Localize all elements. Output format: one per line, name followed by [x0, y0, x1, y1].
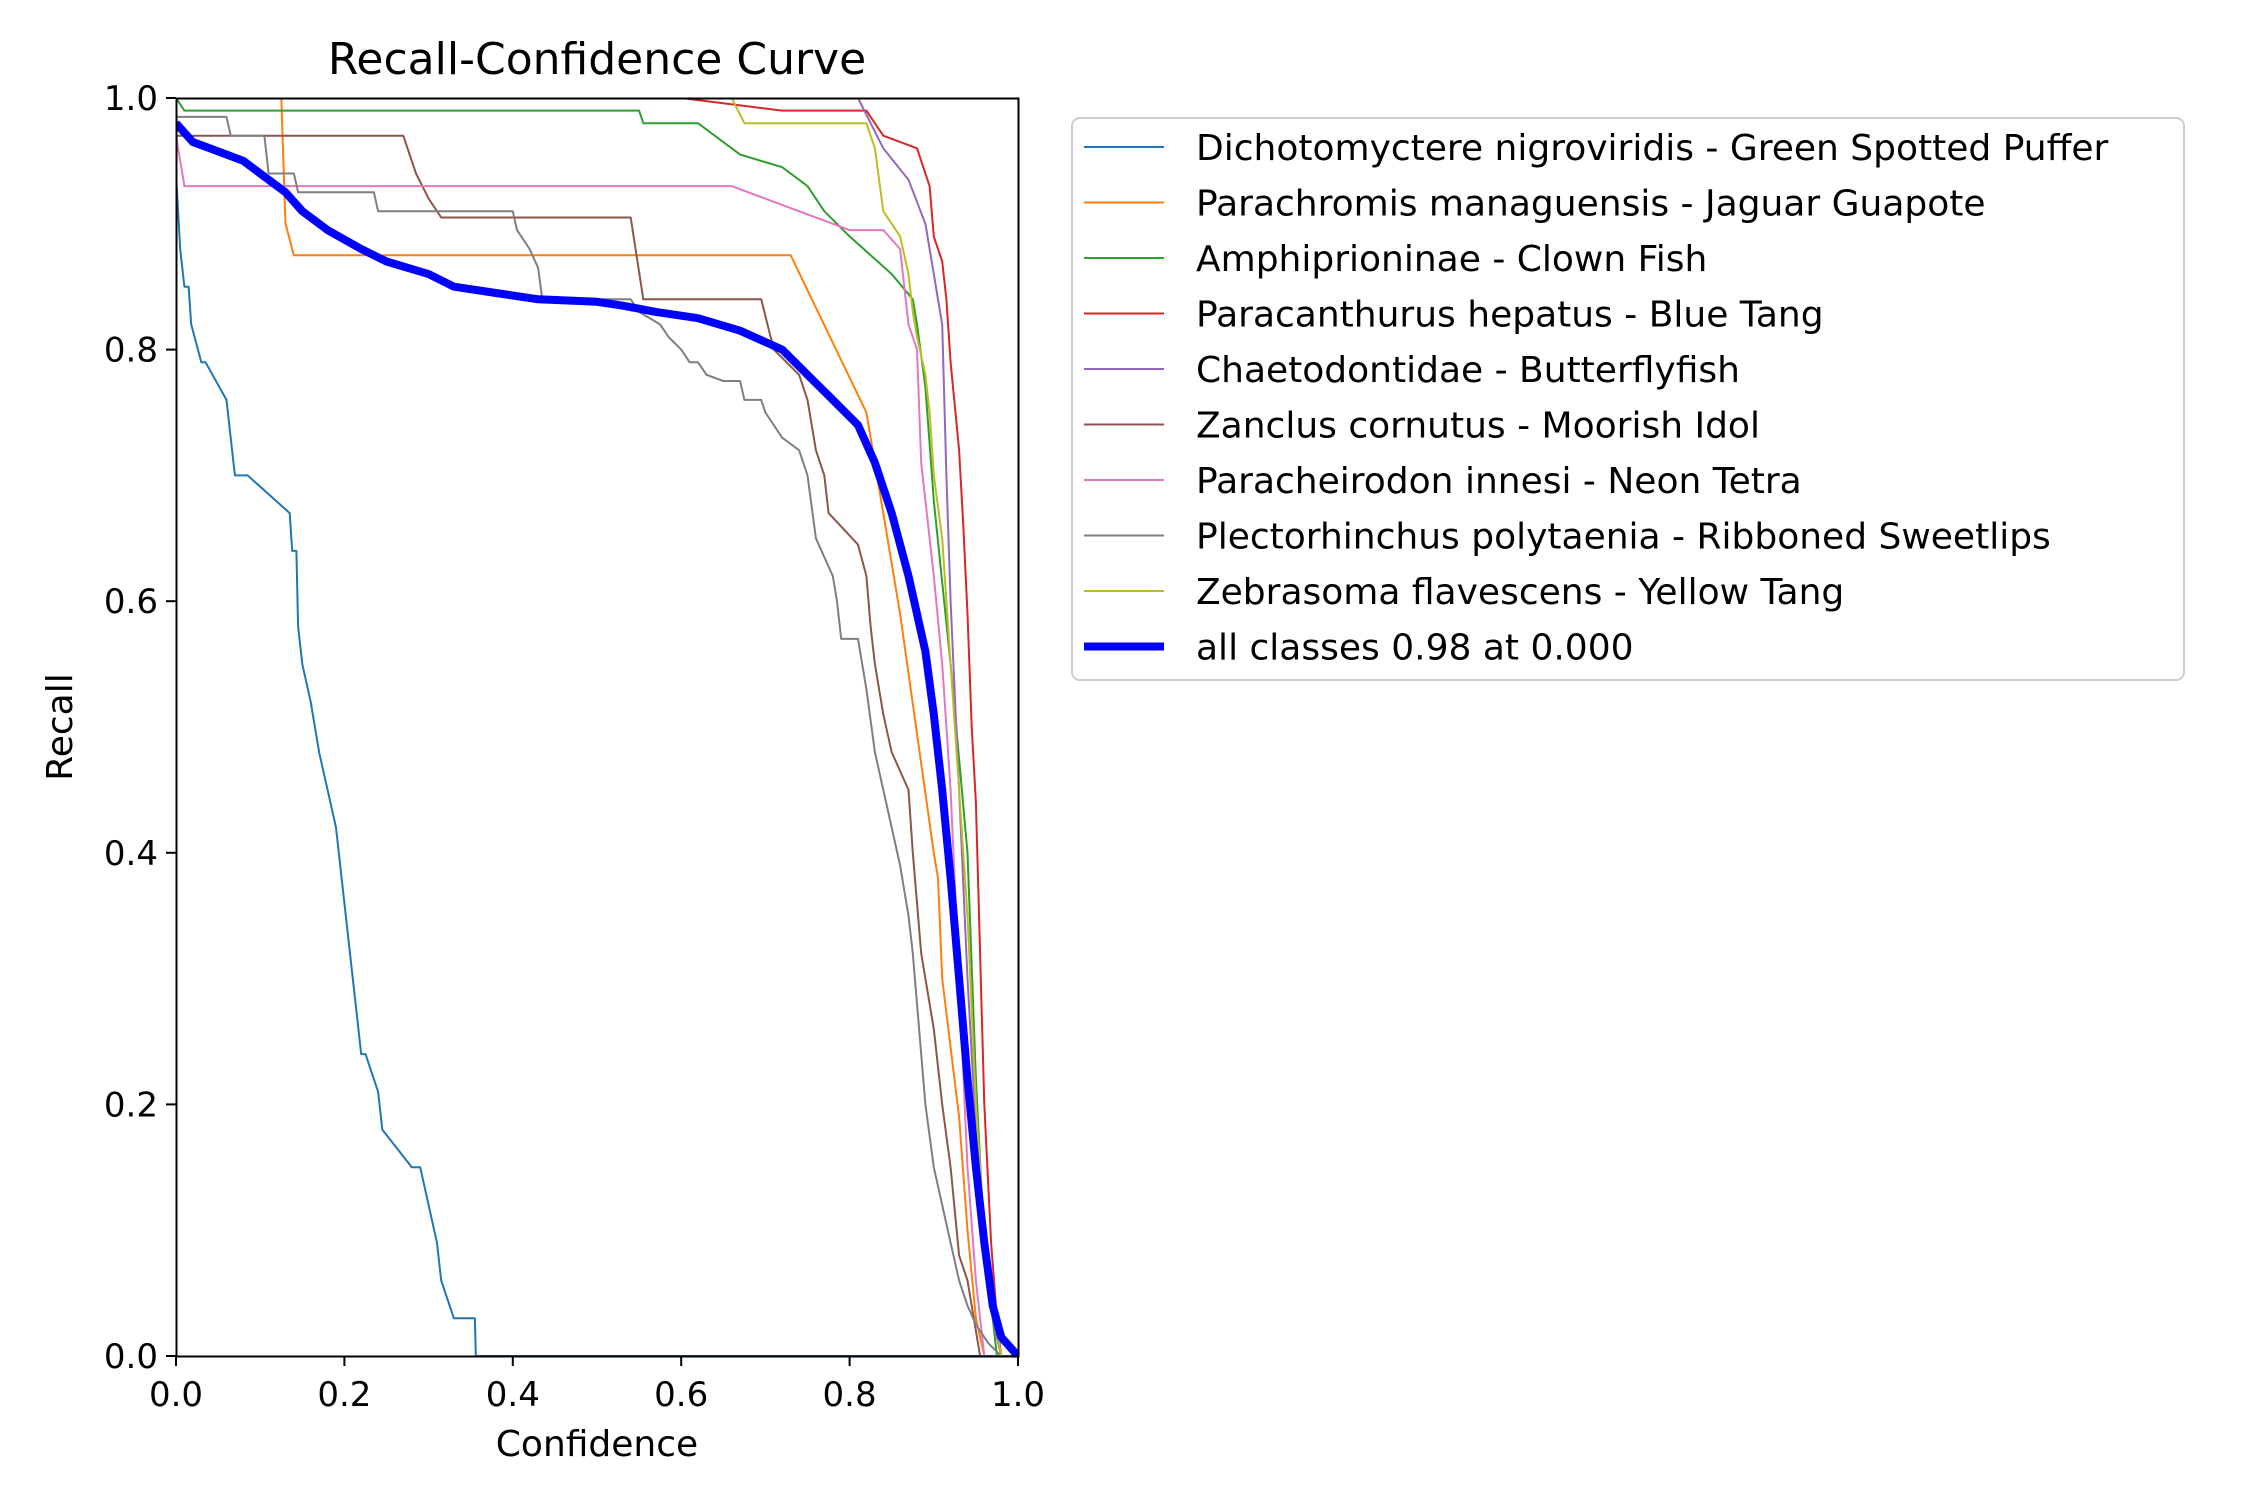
- legend: Dichotomyctere nigroviridis - Green Spot…: [1071, 117, 2185, 681]
- series-layer: [176, 98, 1018, 1356]
- x-tick-label: 1.0: [991, 1375, 1045, 1415]
- x-tick-label: 0.0: [149, 1375, 203, 1415]
- legend-label-1: Parachromis managuensis - Jaguar Guapote: [1196, 184, 1986, 225]
- series-line-7: [176, 115, 1002, 1356]
- legend-label-9: all classes 0.98 at 0.000: [1196, 628, 1634, 669]
- series-line-3: [681, 98, 1003, 1356]
- legend-label-3: Paracanthurus hepatus - Blue Tang: [1196, 295, 1824, 336]
- y-axis: 0.0 0.2 0.4 0.6 0.8 1.0: [104, 79, 176, 1377]
- x-tick-label: 0.6: [654, 1375, 708, 1415]
- series-line-9: [176, 120, 1018, 1356]
- x-axis: 0.0 0.2 0.4 0.6 0.8 1.0: [149, 1356, 1045, 1415]
- x-axis-label: Confidence: [496, 1424, 698, 1465]
- y-tick-label: 0.4: [104, 834, 158, 874]
- legend-frame: [1071, 117, 2185, 681]
- x-tick-label: 0.8: [823, 1375, 877, 1415]
- series-line-2: [176, 98, 998, 1356]
- legend-label-7: Plectorhinchus polytaenia - Ribboned Swe…: [1196, 517, 2051, 558]
- x-tick-label: 0.2: [317, 1375, 371, 1415]
- plot-area: [175, 97, 1020, 1358]
- legend-label-4: Chaetodontidae - Butterflyfish: [1196, 350, 1740, 391]
- legend-label-0: Dichotomyctere nigroviridis - Green Spot…: [1196, 128, 2109, 169]
- y-tick-label: 1.0: [104, 79, 158, 119]
- series-line-1: [176, 98, 986, 1356]
- chart-title: Recall-Confidence Curve: [328, 34, 866, 85]
- plot-frame: [175, 97, 1020, 1358]
- series-line-0: [176, 173, 1018, 1356]
- legend-label-6: Paracheirodon innesi - Neon Tetra: [1196, 461, 1802, 502]
- legend-label-2: Amphiprioninae - Clown Fish: [1196, 239, 1707, 280]
- y-tick-label: 0.0: [104, 1337, 158, 1377]
- legend-items: Dichotomyctere nigroviridis - Green Spot…: [1084, 128, 2109, 669]
- legend-label-5: Zanclus cornutus - Moorish Idol: [1196, 406, 1760, 447]
- series-line-5: [176, 134, 982, 1356]
- y-tick-label: 0.6: [104, 582, 158, 622]
- y-axis-label: Recall: [40, 673, 81, 780]
- x-tick-label: 0.4: [486, 1375, 540, 1415]
- series-line-8: [730, 98, 1003, 1356]
- y-tick-label: 0.2: [104, 1085, 158, 1125]
- legend-label-8: Zebrasoma flavescens - Yellow Tang: [1196, 572, 1844, 613]
- y-tick-label: 0.8: [104, 331, 158, 371]
